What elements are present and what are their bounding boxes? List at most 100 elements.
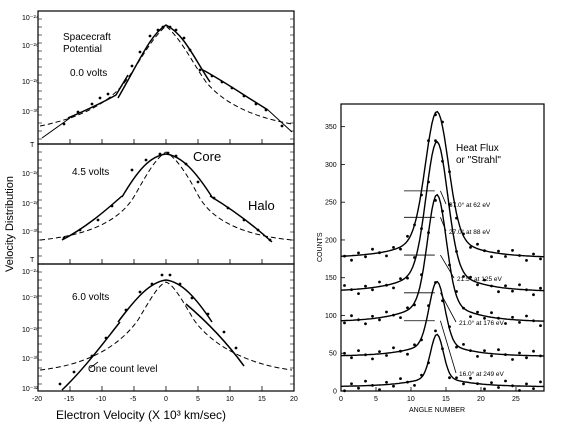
strahl-data-point (357, 318, 360, 322)
strahl-data-point (413, 223, 416, 227)
left-data-point (184, 162, 188, 166)
left-data-point (98, 96, 102, 100)
left-data-point (226, 206, 230, 210)
p1-ytick-4: 10⁻³⁰ (22, 108, 39, 116)
right-curve-labels: 37.0° at 62 eV 27.0° at 88 eV 21.5° at 125… (404, 190, 505, 378)
strahl-data-point (483, 249, 486, 253)
strahl-data-point (539, 286, 542, 290)
strahl-curve-label: 21.0° at 176 eV (459, 319, 505, 327)
left-xtick-label: 5 (196, 396, 200, 403)
strahl-data-point (539, 324, 542, 327)
strahl-data-point (476, 310, 479, 314)
p3-halo-left (61, 321, 121, 391)
strahl-data-point (448, 170, 451, 174)
left-xtick-label: -15 (64, 396, 74, 403)
strahl-data-point (462, 382, 465, 386)
right-xtick-label: 5 (374, 396, 378, 403)
left-data-point (62, 236, 66, 240)
strahl-data-point (490, 255, 493, 259)
strahl-data-point (518, 389, 521, 392)
strahl-data-point (406, 380, 409, 384)
strahl-pointer-line (440, 292, 457, 323)
strahl-data-point (455, 250, 458, 253)
strahl-data-point (511, 289, 514, 293)
p3-ytick-2: 10⁻²⁶ (22, 295, 39, 302)
strahl-data-point (406, 352, 409, 356)
strahl-data-point (525, 259, 528, 262)
strahl-data-point (455, 345, 458, 349)
left-data-point (148, 34, 152, 38)
strahl-data-point (476, 382, 479, 385)
left-data-point (160, 273, 164, 277)
left-data-point (168, 25, 172, 29)
right-xlabel: ANGLE NUMBER (409, 407, 465, 414)
left-data-point (230, 86, 234, 90)
left-data-point (254, 102, 258, 106)
strahl-data-point (483, 387, 486, 391)
strahl-data-point (476, 283, 479, 287)
strahl-curve (341, 110, 544, 258)
p2-core-curve (121, 153, 213, 198)
left-data-point (242, 94, 246, 98)
p3-ytick-5: 10⁻³² (22, 386, 39, 393)
strahl-data-point (371, 384, 374, 387)
left-data-point (138, 50, 142, 54)
strahl-data-point (532, 387, 535, 390)
right-plot-frame (340, 103, 545, 392)
strahl-data-point (350, 356, 353, 360)
p2-halo-left (61, 195, 123, 241)
strahl-data-point (448, 376, 451, 380)
left-data-point (256, 228, 260, 232)
strahl-data-point (518, 283, 521, 287)
right-xtick-label: 25 (512, 396, 520, 403)
strahl-data-point (413, 303, 416, 307)
strahl-data-point (448, 203, 451, 207)
strahl-label: or "Strahl" (456, 155, 501, 166)
strahl-data-point (518, 321, 521, 324)
strahl-data-point (525, 288, 528, 292)
p3-halo-right (185, 303, 245, 367)
p1-tail-left (41, 117, 71, 139)
p3-ytick-4: 10⁻³⁰ (22, 355, 39, 363)
right-xtick-label: 10 (407, 396, 415, 403)
strahl-data-point (427, 180, 430, 184)
strahl-data-point (357, 251, 360, 255)
strahl-data-point (469, 376, 472, 380)
strahl-data-point (497, 249, 500, 253)
strahl-data-point (371, 247, 374, 251)
strahl-data-point (392, 313, 395, 317)
strahl-data-point (490, 381, 493, 384)
strahl-data-point (406, 306, 409, 310)
p1-one-count-curve (39, 25, 293, 127)
strahl-data-point (469, 246, 472, 249)
strahl-data-point (532, 293, 535, 297)
left-xtick-label: -10 (96, 396, 106, 403)
strahl-data-point (406, 276, 409, 280)
strahl-data-point (371, 357, 374, 361)
strahl-curve-label: 37.0° at 62 eV (449, 201, 491, 209)
strahl-data-point (448, 263, 451, 267)
strahl-data-point (539, 380, 542, 384)
left-data-point (90, 102, 94, 106)
strahl-curve (340, 140, 545, 292)
spacecraft-label: Spacecraft (63, 32, 111, 43)
strahl-data-point (469, 315, 472, 318)
p3-one-count-curve (39, 281, 293, 371)
one-count-label: One count level (88, 364, 158, 375)
strahl-curve (341, 333, 545, 388)
strahl-data-point (518, 254, 521, 257)
strahl-data-point (511, 315, 514, 319)
strahl-data-point (392, 246, 395, 249)
strahl-data-point (483, 278, 486, 282)
strahl-data-point (525, 382, 528, 386)
strahl-pointer-line (440, 320, 457, 374)
right-xtick-label: 0 (339, 396, 343, 403)
strahl-data-point (371, 314, 374, 318)
left-data-point (138, 290, 142, 294)
strahl-data-point (476, 242, 479, 246)
strahl-curve-label: 16.0° at 249 eV (459, 370, 505, 378)
strahl-data-point (490, 311, 493, 315)
left-data-points (58, 25, 284, 386)
